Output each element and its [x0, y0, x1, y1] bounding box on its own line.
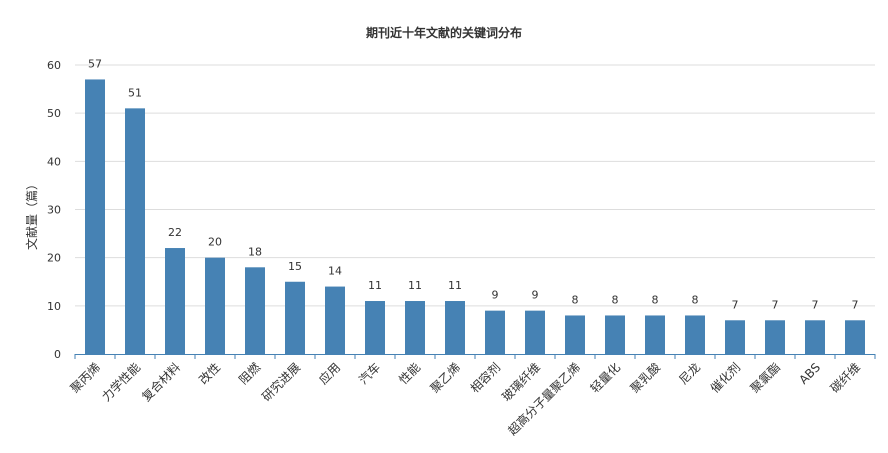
gridlines: [75, 64, 875, 307]
data-label: 20: [208, 236, 222, 249]
data-label: 15: [288, 260, 302, 273]
x-tick-label: 汽车: [356, 360, 384, 388]
data-label: 9: [492, 289, 499, 302]
x-tick-label: 聚氯酯: [748, 360, 783, 395]
x-tick-label: 轻量化: [588, 360, 623, 395]
x-tick-label: 性能: [396, 360, 423, 387]
data-labels: 57 51 22 20 18 15 14 11 11 11 9 9 8 8 8 8 7 7 7 7: [88, 57, 859, 311]
bar: [685, 315, 705, 354]
bar: [285, 281, 305, 354]
y-tick-label: 30: [47, 204, 61, 217]
bar: [85, 79, 105, 354]
bar: [205, 257, 225, 354]
x-tick-label: 研究进展: [259, 360, 304, 405]
data-label: 51: [128, 86, 142, 99]
bar: [605, 315, 625, 354]
data-label: 8: [612, 293, 619, 306]
bar: [845, 320, 865, 354]
y-tick-label: 10: [47, 300, 61, 313]
bar: [245, 267, 265, 354]
bar: [125, 108, 145, 354]
data-label: 8: [692, 293, 699, 306]
bar: [525, 310, 545, 354]
data-label: 11: [368, 279, 382, 292]
bar: [445, 301, 465, 354]
data-label: 14: [328, 265, 342, 278]
data-label: 7: [772, 298, 779, 311]
y-axis-label: 文献量（篇）: [24, 178, 39, 250]
data-label: 7: [852, 298, 859, 311]
bars: [85, 79, 865, 354]
x-tick-label: 力学性能: [99, 360, 144, 405]
y-tick-label: 60: [47, 59, 61, 72]
data-label: 11: [408, 279, 422, 292]
bar: [725, 320, 745, 354]
bar: [325, 286, 345, 354]
bar: [765, 320, 785, 354]
data-label: 11: [448, 279, 462, 292]
chart-title: 期刊近十年文献的关键词分布: [366, 25, 522, 40]
y-tick-label: 50: [47, 107, 61, 120]
bar: [405, 301, 425, 354]
x-tick-label: 超高分子量聚乙烯: [505, 360, 583, 438]
data-label: 7: [812, 298, 819, 311]
x-tick-label: 尼龙: [676, 360, 703, 387]
x-tick-label: 相容剂: [467, 360, 503, 396]
x-tick-label: 聚丙烯: [68, 360, 103, 395]
x-tick-label: ABS: [796, 360, 823, 387]
data-label: 8: [652, 293, 659, 306]
data-label: 7: [732, 298, 739, 311]
bar: [805, 320, 825, 354]
bar: [485, 310, 505, 354]
x-tick-label: 复合材料: [139, 360, 184, 405]
bar: [365, 301, 385, 354]
bar: [645, 315, 665, 354]
bar: [165, 248, 185, 354]
data-label: 57: [88, 57, 102, 70]
x-tick-label: 聚乳酸: [627, 360, 663, 396]
data-label: 18: [248, 245, 262, 258]
x-tick-label: 应用: [316, 360, 344, 388]
x-tick-label: 碳纤维: [828, 360, 863, 395]
x-tick-label: 聚乙烯: [428, 360, 463, 395]
data-label: 22: [168, 226, 182, 239]
y-tick-label: 0: [54, 348, 61, 361]
x-tick-label: 催化剂: [707, 360, 743, 396]
x-tick-label: 阻燃: [236, 360, 264, 388]
bar: [565, 315, 585, 354]
data-label: 8: [572, 293, 579, 306]
y-axis: 0 10 20 30 40 50 60: [47, 59, 61, 361]
y-tick-label: 40: [47, 155, 61, 168]
data-label: 9: [532, 289, 539, 302]
x-tick-label: 改性: [196, 360, 223, 387]
y-tick-label: 20: [47, 252, 61, 265]
